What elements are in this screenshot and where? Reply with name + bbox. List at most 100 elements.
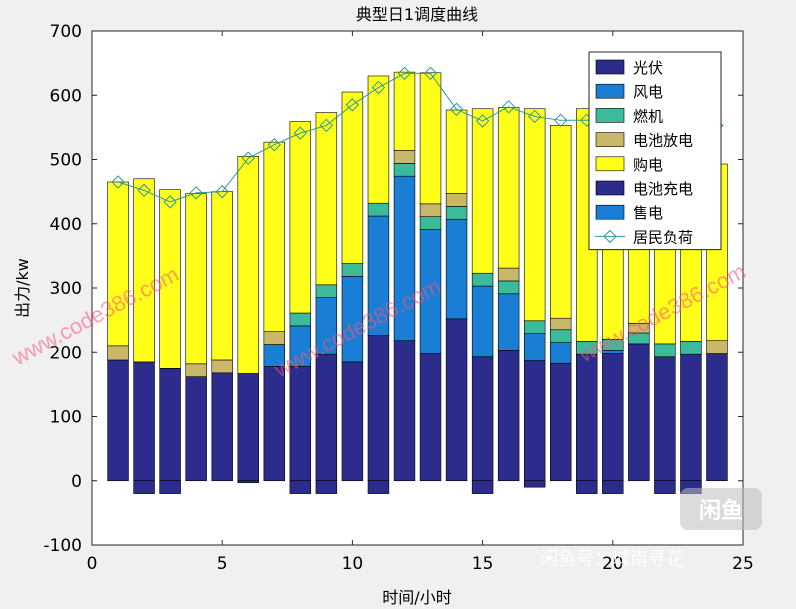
bar-segment-s1-t7 bbox=[263, 344, 285, 367]
bar-segment-s0-t14 bbox=[445, 318, 468, 482]
bar-segment-s0-t13 bbox=[419, 353, 442, 482]
bar-segment-s1-t9 bbox=[315, 297, 338, 355]
x-tick-label: 15 bbox=[472, 554, 494, 574]
load-marker-t4 bbox=[189, 186, 203, 200]
bar-segment-s0-t7 bbox=[263, 366, 285, 482]
bar-segment-s4-t14 bbox=[445, 109, 468, 194]
bar-segment-s2-t8 bbox=[289, 312, 312, 327]
bar-segment-s2-t10 bbox=[341, 263, 364, 277]
bar-segment-s0-t5 bbox=[211, 372, 233, 482]
bar-segment-s5-t19 bbox=[576, 480, 598, 494]
y-tick-label: 700 bbox=[50, 22, 82, 42]
bar-segment-s0-t21 bbox=[628, 343, 650, 482]
legend-swatch-5 bbox=[595, 180, 625, 196]
bar-segment-s2-t19 bbox=[576, 341, 598, 355]
bar-segment-s0-t22 bbox=[654, 356, 676, 482]
bar-segment-s3-t12 bbox=[393, 150, 416, 164]
bar-segment-s1-t14 bbox=[445, 218, 468, 320]
bar-segment-s0-t20 bbox=[602, 353, 624, 482]
bar-segment-s0-t9 bbox=[315, 353, 338, 482]
bar-segment-s0-t15 bbox=[471, 356, 494, 482]
legend-line-marker bbox=[603, 229, 617, 244]
bar-segment-s0-t3 bbox=[159, 368, 181, 482]
y-tick-label: 400 bbox=[50, 215, 82, 235]
bar-segment-s4-t3 bbox=[159, 189, 181, 369]
bar-segment-s1-t18 bbox=[550, 342, 572, 364]
bar-segment-s3-t4 bbox=[185, 363, 207, 377]
legend-swatch-1 bbox=[595, 83, 625, 99]
bar-segment-s1-t10 bbox=[341, 276, 364, 363]
bar-segment-s2-t17 bbox=[523, 320, 546, 334]
y-tick-label: 0 bbox=[71, 472, 82, 492]
bar-segment-s1-t12 bbox=[393, 175, 416, 341]
bar-segment-s2-t15 bbox=[471, 272, 494, 287]
bar-segment-s5-t6 bbox=[237, 480, 259, 483]
bar-segment-s0-t11 bbox=[367, 335, 390, 482]
bar-segment-s5-t2 bbox=[133, 480, 155, 494]
bar-segment-s0-t19 bbox=[576, 353, 598, 482]
bar-segment-s2-t9 bbox=[315, 284, 338, 298]
bar-segment-s2-t16 bbox=[497, 280, 520, 295]
seller-watermark: 闲鱼号：城南寻花 bbox=[540, 549, 684, 570]
load-marker-t15 bbox=[475, 114, 490, 128]
legend-label-line: 居民负荷 bbox=[633, 228, 693, 246]
load-marker-t14 bbox=[449, 102, 464, 117]
bar-segment-s2-t11 bbox=[367, 202, 390, 217]
bar-segment-s0-t2 bbox=[133, 361, 155, 482]
bar-segment-s4-t11 bbox=[367, 75, 390, 204]
y-tick-label: 100 bbox=[50, 408, 82, 428]
bar-segment-s2-t18 bbox=[550, 329, 572, 343]
bar-segment-s3-t14 bbox=[445, 193, 468, 207]
bar-segment-s5-t20 bbox=[602, 480, 624, 494]
legend-swatch-0 bbox=[595, 59, 625, 75]
bar-segment-s1-t11 bbox=[367, 215, 390, 336]
x-tick-label: 0 bbox=[87, 554, 98, 574]
bar-segment-s0-t8 bbox=[289, 366, 312, 482]
bar-segment-s4-t9 bbox=[315, 112, 338, 286]
bar-segment-s4-t4 bbox=[185, 193, 207, 365]
bar-segment-s1-t16 bbox=[497, 293, 520, 351]
bar-segment-s0-t1 bbox=[107, 359, 129, 482]
y-tick-label: -100 bbox=[43, 536, 82, 556]
load-marker-t10 bbox=[345, 98, 360, 112]
bar-segment-s4-t6 bbox=[237, 155, 259, 374]
legend-swatch-4 bbox=[595, 156, 625, 172]
bar-segment-s2-t21 bbox=[628, 332, 650, 345]
bar-segment-s2-t22 bbox=[654, 343, 676, 358]
legend-label-3: 电池放电 bbox=[633, 132, 693, 150]
bar-segment-s0-t16 bbox=[497, 350, 520, 482]
chart-title: 典型日1调度曲线 bbox=[356, 5, 478, 24]
load-marker-t13 bbox=[423, 66, 438, 81]
bar-segment-s0-t10 bbox=[341, 361, 364, 482]
bar-segment-s4-t8 bbox=[289, 121, 312, 314]
bar-segment-s4-t12 bbox=[393, 71, 416, 151]
bar-segment-s0-t12 bbox=[393, 340, 416, 482]
y-tick-label: 300 bbox=[50, 279, 82, 299]
x-axis-label: 时间/小时 bbox=[382, 588, 451, 607]
bar-segment-s5-t17 bbox=[523, 480, 546, 488]
y-tick-label: 200 bbox=[50, 343, 82, 363]
bar-segment-s3-t13 bbox=[419, 203, 442, 217]
bar-segment-s4-t7 bbox=[263, 141, 285, 332]
legend-label-2: 燃机 bbox=[633, 107, 663, 125]
load-marker-t7 bbox=[267, 138, 281, 152]
bar-segment-s2-t12 bbox=[393, 163, 416, 177]
bar-segment-s2-t13 bbox=[419, 216, 442, 230]
bar-segment-s4-t13 bbox=[419, 72, 442, 205]
bar-segment-s4-t5 bbox=[211, 191, 233, 361]
bar-segment-s4-t16 bbox=[497, 107, 520, 269]
bar-segment-s0-t6 bbox=[237, 373, 259, 482]
x-tick-label: 5 bbox=[217, 554, 228, 574]
load-marker-t12 bbox=[397, 66, 412, 81]
legend-swatch-6 bbox=[595, 204, 625, 220]
load-marker-t1 bbox=[111, 175, 125, 189]
legend-label-1: 风电 bbox=[633, 83, 663, 101]
bar-segment-s0-t24 bbox=[706, 353, 728, 482]
legend-label-5: 电池充电 bbox=[633, 180, 693, 198]
bar-segment-s3-t24 bbox=[706, 340, 728, 354]
bar-segment-s1-t8 bbox=[289, 325, 312, 367]
xianyu-logo: 闲鱼 bbox=[680, 488, 762, 530]
bar-segment-s1-t17 bbox=[523, 333, 546, 361]
bar-segment-s4-t1 bbox=[107, 181, 129, 347]
